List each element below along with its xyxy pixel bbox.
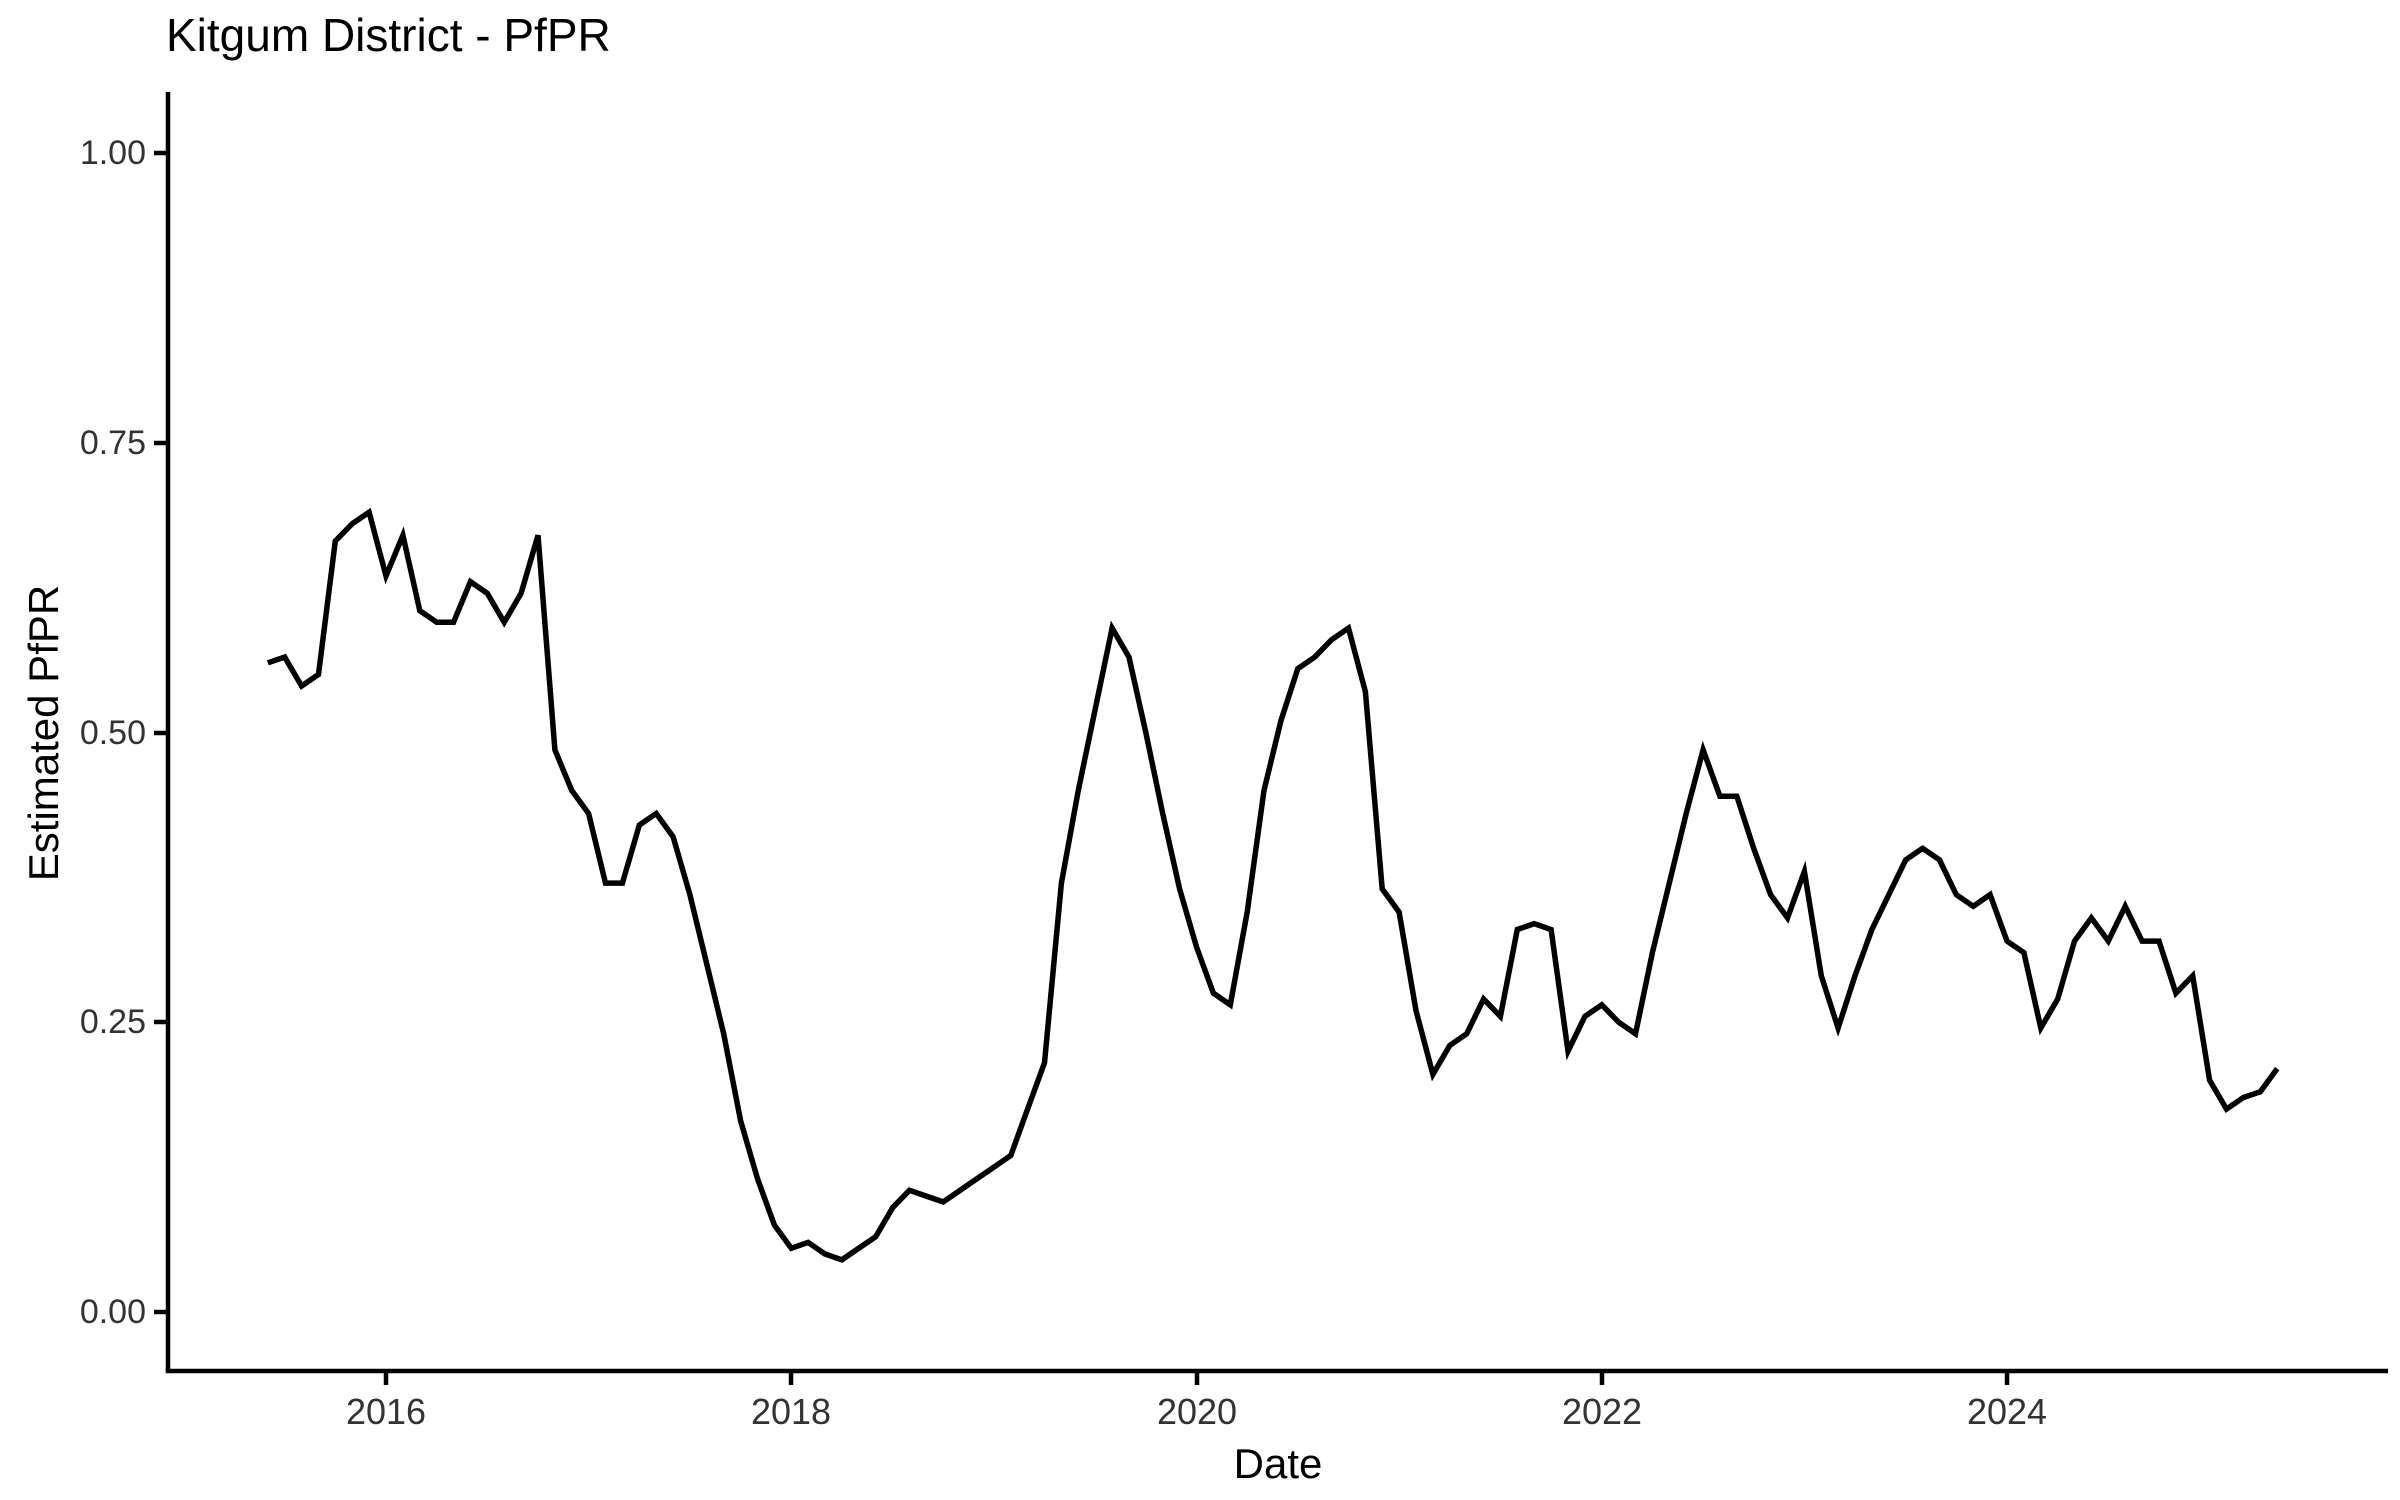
- x-axis-title: Date: [1233, 1440, 1323, 1487]
- x-tick-label-2016: 2016: [345, 1391, 427, 1432]
- x-tick-label-2022: 2022: [1561, 1391, 1643, 1432]
- y-tick-label-0.50: 0.50: [79, 714, 146, 752]
- y-axis-title: Estimated PfPR: [20, 584, 67, 882]
- pfpr-series-line: [266, 507, 2280, 1263]
- x-tick-label-2020: 2020: [1156, 1391, 1238, 1432]
- x-tick-label-2018: 2018: [750, 1391, 832, 1432]
- y-tick-label-0.75: 0.75: [79, 424, 146, 462]
- y-tick-label-0.00: 0.00: [79, 1293, 146, 1331]
- y-tick-label-0.25: 0.25: [79, 1003, 146, 1041]
- y-tick-label-1.00: 1.00: [79, 134, 146, 172]
- chart-title: Kitgum District - PfPR: [166, 9, 611, 61]
- x-tick-label-2024: 2024: [1966, 1391, 2048, 1432]
